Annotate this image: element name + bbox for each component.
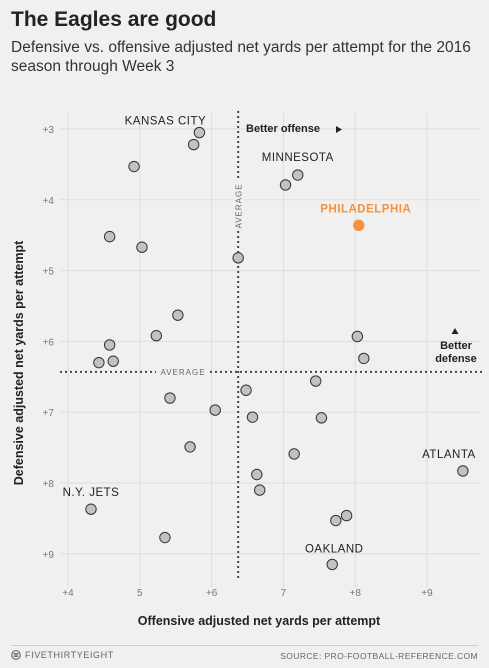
data-point [279, 179, 292, 191]
average-y-label: AVERAGE [160, 368, 205, 377]
y-tick-label: +7 [43, 408, 55, 419]
data-point [172, 309, 184, 321]
brand-label: FIVETHIRTYEIGHT [25, 650, 114, 660]
chart-subtitle: Defensive vs. offensive adjusted net yar… [11, 39, 471, 75]
data-point [292, 169, 304, 181]
x-tick-label: 7 [281, 588, 287, 599]
better-defense-label-line2: defense [435, 353, 477, 365]
data-point [136, 241, 148, 253]
data-point [251, 468, 263, 481]
point-label: PHILADELPHIA [320, 203, 411, 215]
y-tick-label: +6 [43, 337, 55, 348]
data-point [310, 375, 322, 387]
data-point [315, 412, 328, 424]
point-label: MINNESOTA [262, 152, 334, 164]
data-point [85, 503, 97, 515]
right-arrow-icon [336, 126, 342, 133]
x-tick-label: +4 [62, 588, 74, 599]
data-point [351, 330, 364, 343]
grid-lines [60, 113, 480, 588]
data-point [128, 160, 140, 173]
data-point [330, 514, 342, 527]
data-point [254, 484, 266, 496]
footer-divider [11, 645, 478, 646]
average-y-label-bg [156, 365, 210, 378]
fivethirtyeight-logo-icon [11, 650, 21, 660]
data-point [164, 392, 176, 404]
x-tick-label: 5 [137, 588, 143, 599]
x-tick-label: +6 [206, 588, 218, 599]
data-point [93, 356, 105, 369]
better-offense-label: Better offense [246, 123, 320, 135]
up-arrow-icon [451, 328, 459, 334]
data-points [85, 126, 469, 571]
data-point [240, 384, 252, 396]
chart-title: The Eagles are good [11, 8, 217, 31]
data-point [340, 509, 353, 522]
better-defense-label-line1: Better [440, 340, 473, 352]
data-point [288, 448, 300, 460]
point-label: OAKLAND [305, 543, 363, 555]
y-tick-label: +8 [43, 479, 55, 490]
x-axis-label: Offensive adjusted net yards per attempt [138, 614, 381, 628]
highlight-point [353, 219, 365, 231]
y-axis-label: Defensive adjusted net yards per attempt [12, 240, 26, 485]
data-point [103, 339, 116, 351]
y-tick-label: +5 [43, 267, 55, 278]
data-point [358, 352, 370, 365]
tick-labels: +4 5 +6 7 +8 +9 +3 +4 +5 +6 +7 +8 +9 [43, 125, 434, 599]
data-point [193, 126, 206, 139]
data-point [184, 441, 196, 453]
point-labels: KANSAS CITY MINNESOTA PHILADELPHIA ATLANTA N… [63, 116, 476, 556]
data-point [209, 404, 221, 416]
y-tick-label: +4 [43, 196, 55, 207]
data-point [187, 138, 200, 151]
source-note: SOURCE: PRO-FOOTBALL-REFERENCE.COM [280, 651, 478, 661]
average-x-label: AVERAGE [235, 183, 244, 228]
point-label: KANSAS CITY [125, 116, 207, 128]
data-point [107, 355, 119, 367]
data-point [232, 252, 244, 264]
point-label: ATLANTA [422, 449, 476, 461]
data-point [159, 531, 171, 544]
data-point [326, 558, 338, 571]
average-lines: AVERAGE AVERAGE [60, 111, 482, 580]
x-tick-label: +9 [421, 588, 433, 599]
y-tick-label: +9 [43, 550, 55, 561]
data-point [103, 230, 116, 243]
average-x-label-bg [232, 181, 245, 231]
x-tick-label: +8 [349, 588, 361, 599]
data-point [246, 411, 259, 423]
data-point [150, 330, 163, 342]
data-point [457, 465, 469, 477]
point-label: N.Y. JETS [63, 487, 120, 499]
y-tick-label: +3 [43, 125, 55, 136]
brand: FIVETHIRTYEIGHT [11, 650, 114, 660]
